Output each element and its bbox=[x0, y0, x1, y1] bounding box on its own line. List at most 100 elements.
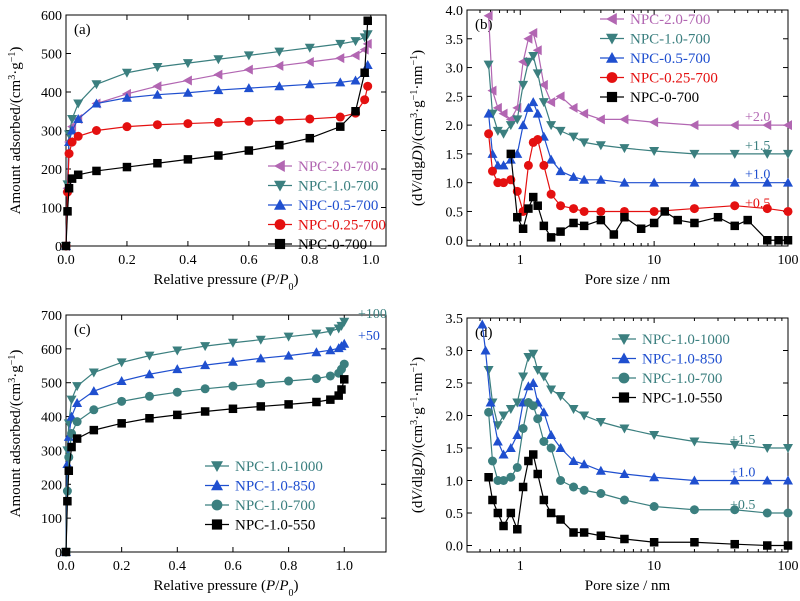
data-point bbox=[649, 538, 659, 547]
y-tick-label: 500 bbox=[41, 48, 62, 63]
legend-label: NPC-0.25-700 bbox=[298, 218, 386, 234]
y-tick-label: 300 bbox=[41, 444, 62, 459]
data-point bbox=[152, 120, 162, 130]
data-point bbox=[569, 528, 578, 537]
data-point bbox=[762, 120, 772, 131]
data-point bbox=[730, 539, 739, 549]
offset-label: +100 bbox=[358, 307, 387, 322]
data-point bbox=[153, 158, 162, 168]
data-point bbox=[339, 359, 349, 369]
x-tick-label: 0.0 bbox=[57, 253, 75, 268]
data-point bbox=[284, 376, 294, 386]
data-point bbox=[555, 126, 566, 136]
data-point bbox=[518, 224, 528, 233]
legend: NPC-1.0-1000 NPC-1.0-850 NPC-1.0-700 NPC-1.… bbox=[612, 332, 730, 407]
x-tick-label: 100 bbox=[778, 253, 799, 268]
data-point bbox=[730, 505, 740, 515]
data-point bbox=[499, 476, 509, 485]
data-point bbox=[326, 395, 335, 404]
data-point bbox=[487, 85, 497, 96]
data-point bbox=[556, 201, 566, 211]
y-tick-label: 3.5 bbox=[446, 312, 464, 327]
legend-label: NPC-1.0-1000 bbox=[235, 459, 323, 475]
data-point bbox=[579, 221, 589, 231]
data-point bbox=[506, 508, 516, 518]
plot-frame bbox=[65, 314, 387, 553]
data-point bbox=[63, 207, 72, 216]
data-point bbox=[556, 476, 566, 485]
data-point bbox=[546, 430, 557, 439]
data-point bbox=[487, 456, 497, 466]
data-point bbox=[73, 170, 83, 180]
x-axis-label: Pore size / nm bbox=[585, 578, 671, 594]
x-axis-label: Relative pressure (P/P0) bbox=[154, 578, 299, 599]
data-point bbox=[67, 137, 77, 147]
data-point bbox=[305, 133, 315, 143]
x-tick-label: 0.4 bbox=[179, 253, 197, 268]
data-point bbox=[505, 405, 516, 414]
data-point bbox=[335, 77, 346, 87]
data-point bbox=[579, 485, 589, 495]
data-point bbox=[121, 68, 132, 78]
data-point bbox=[619, 495, 629, 505]
y-tick-label: 0.0 bbox=[446, 540, 464, 555]
data-point bbox=[569, 218, 578, 228]
series-NPC-0.5-700 bbox=[483, 97, 793, 187]
data-point bbox=[243, 51, 254, 61]
data-point bbox=[518, 120, 529, 130]
data-point bbox=[64, 466, 74, 475]
data-point bbox=[283, 332, 294, 342]
data-point bbox=[523, 57, 534, 67]
series-NPC-1.0-1000 bbox=[483, 349, 793, 453]
data-point bbox=[579, 174, 590, 184]
data-point bbox=[172, 387, 182, 397]
data-point bbox=[63, 419, 74, 429]
y-tick-label: 0 bbox=[55, 546, 62, 561]
data-point bbox=[512, 398, 523, 408]
data-point bbox=[523, 102, 534, 112]
data-point bbox=[620, 212, 629, 222]
data-point bbox=[116, 376, 127, 386]
offset-label: +0.5 bbox=[730, 498, 755, 513]
data-point bbox=[66, 411, 77, 421]
offset-label: +50 bbox=[358, 329, 380, 344]
data-point bbox=[484, 407, 494, 417]
data-point bbox=[325, 327, 336, 337]
series-NPC-1.0-850 bbox=[477, 319, 793, 485]
data-point bbox=[528, 378, 539, 387]
data-point bbox=[485, 397, 496, 407]
y-tick-label: 600 bbox=[41, 343, 62, 358]
data-point bbox=[117, 396, 127, 406]
y-tick-label: 400 bbox=[41, 411, 62, 426]
data-point bbox=[546, 443, 556, 453]
data-point bbox=[528, 401, 538, 411]
offset-label: +2.0 bbox=[745, 110, 770, 125]
data-point bbox=[182, 75, 192, 86]
data-point bbox=[546, 508, 556, 518]
legend-label: NPC-0.5-700 bbox=[630, 51, 710, 67]
data-point bbox=[213, 85, 224, 95]
data-point bbox=[783, 508, 793, 518]
y-axis-label: Amount adsorbed/(cm3·g−1) bbox=[7, 350, 25, 518]
data-point bbox=[89, 405, 99, 415]
data-point bbox=[513, 525, 522, 534]
data-point bbox=[555, 91, 565, 102]
series-NPC-1.0-550 bbox=[61, 375, 349, 557]
data-point bbox=[244, 116, 254, 126]
panel-b: 0.0 0.5 1.0 1.5 2.0 2.5 3.0 3.5 4.0 1 10 100 Pore si… bbox=[409, 4, 799, 288]
data-point bbox=[484, 129, 494, 139]
data-point bbox=[505, 443, 516, 452]
series-NPC-0-700 bbox=[61, 16, 372, 251]
data-point bbox=[518, 482, 528, 492]
data-point bbox=[518, 80, 529, 90]
legend-marker bbox=[618, 352, 630, 364]
panel-tag: (b) bbox=[475, 17, 493, 33]
data-point bbox=[483, 366, 494, 375]
data-point bbox=[596, 489, 606, 498]
data-point bbox=[89, 425, 99, 435]
data-point bbox=[350, 37, 361, 47]
data-point bbox=[528, 349, 539, 359]
x-axis-label: Relative pressure (P/P0) bbox=[154, 272, 299, 293]
legend-marker bbox=[274, 160, 285, 172]
panel-tag: (c) bbox=[74, 322, 91, 338]
